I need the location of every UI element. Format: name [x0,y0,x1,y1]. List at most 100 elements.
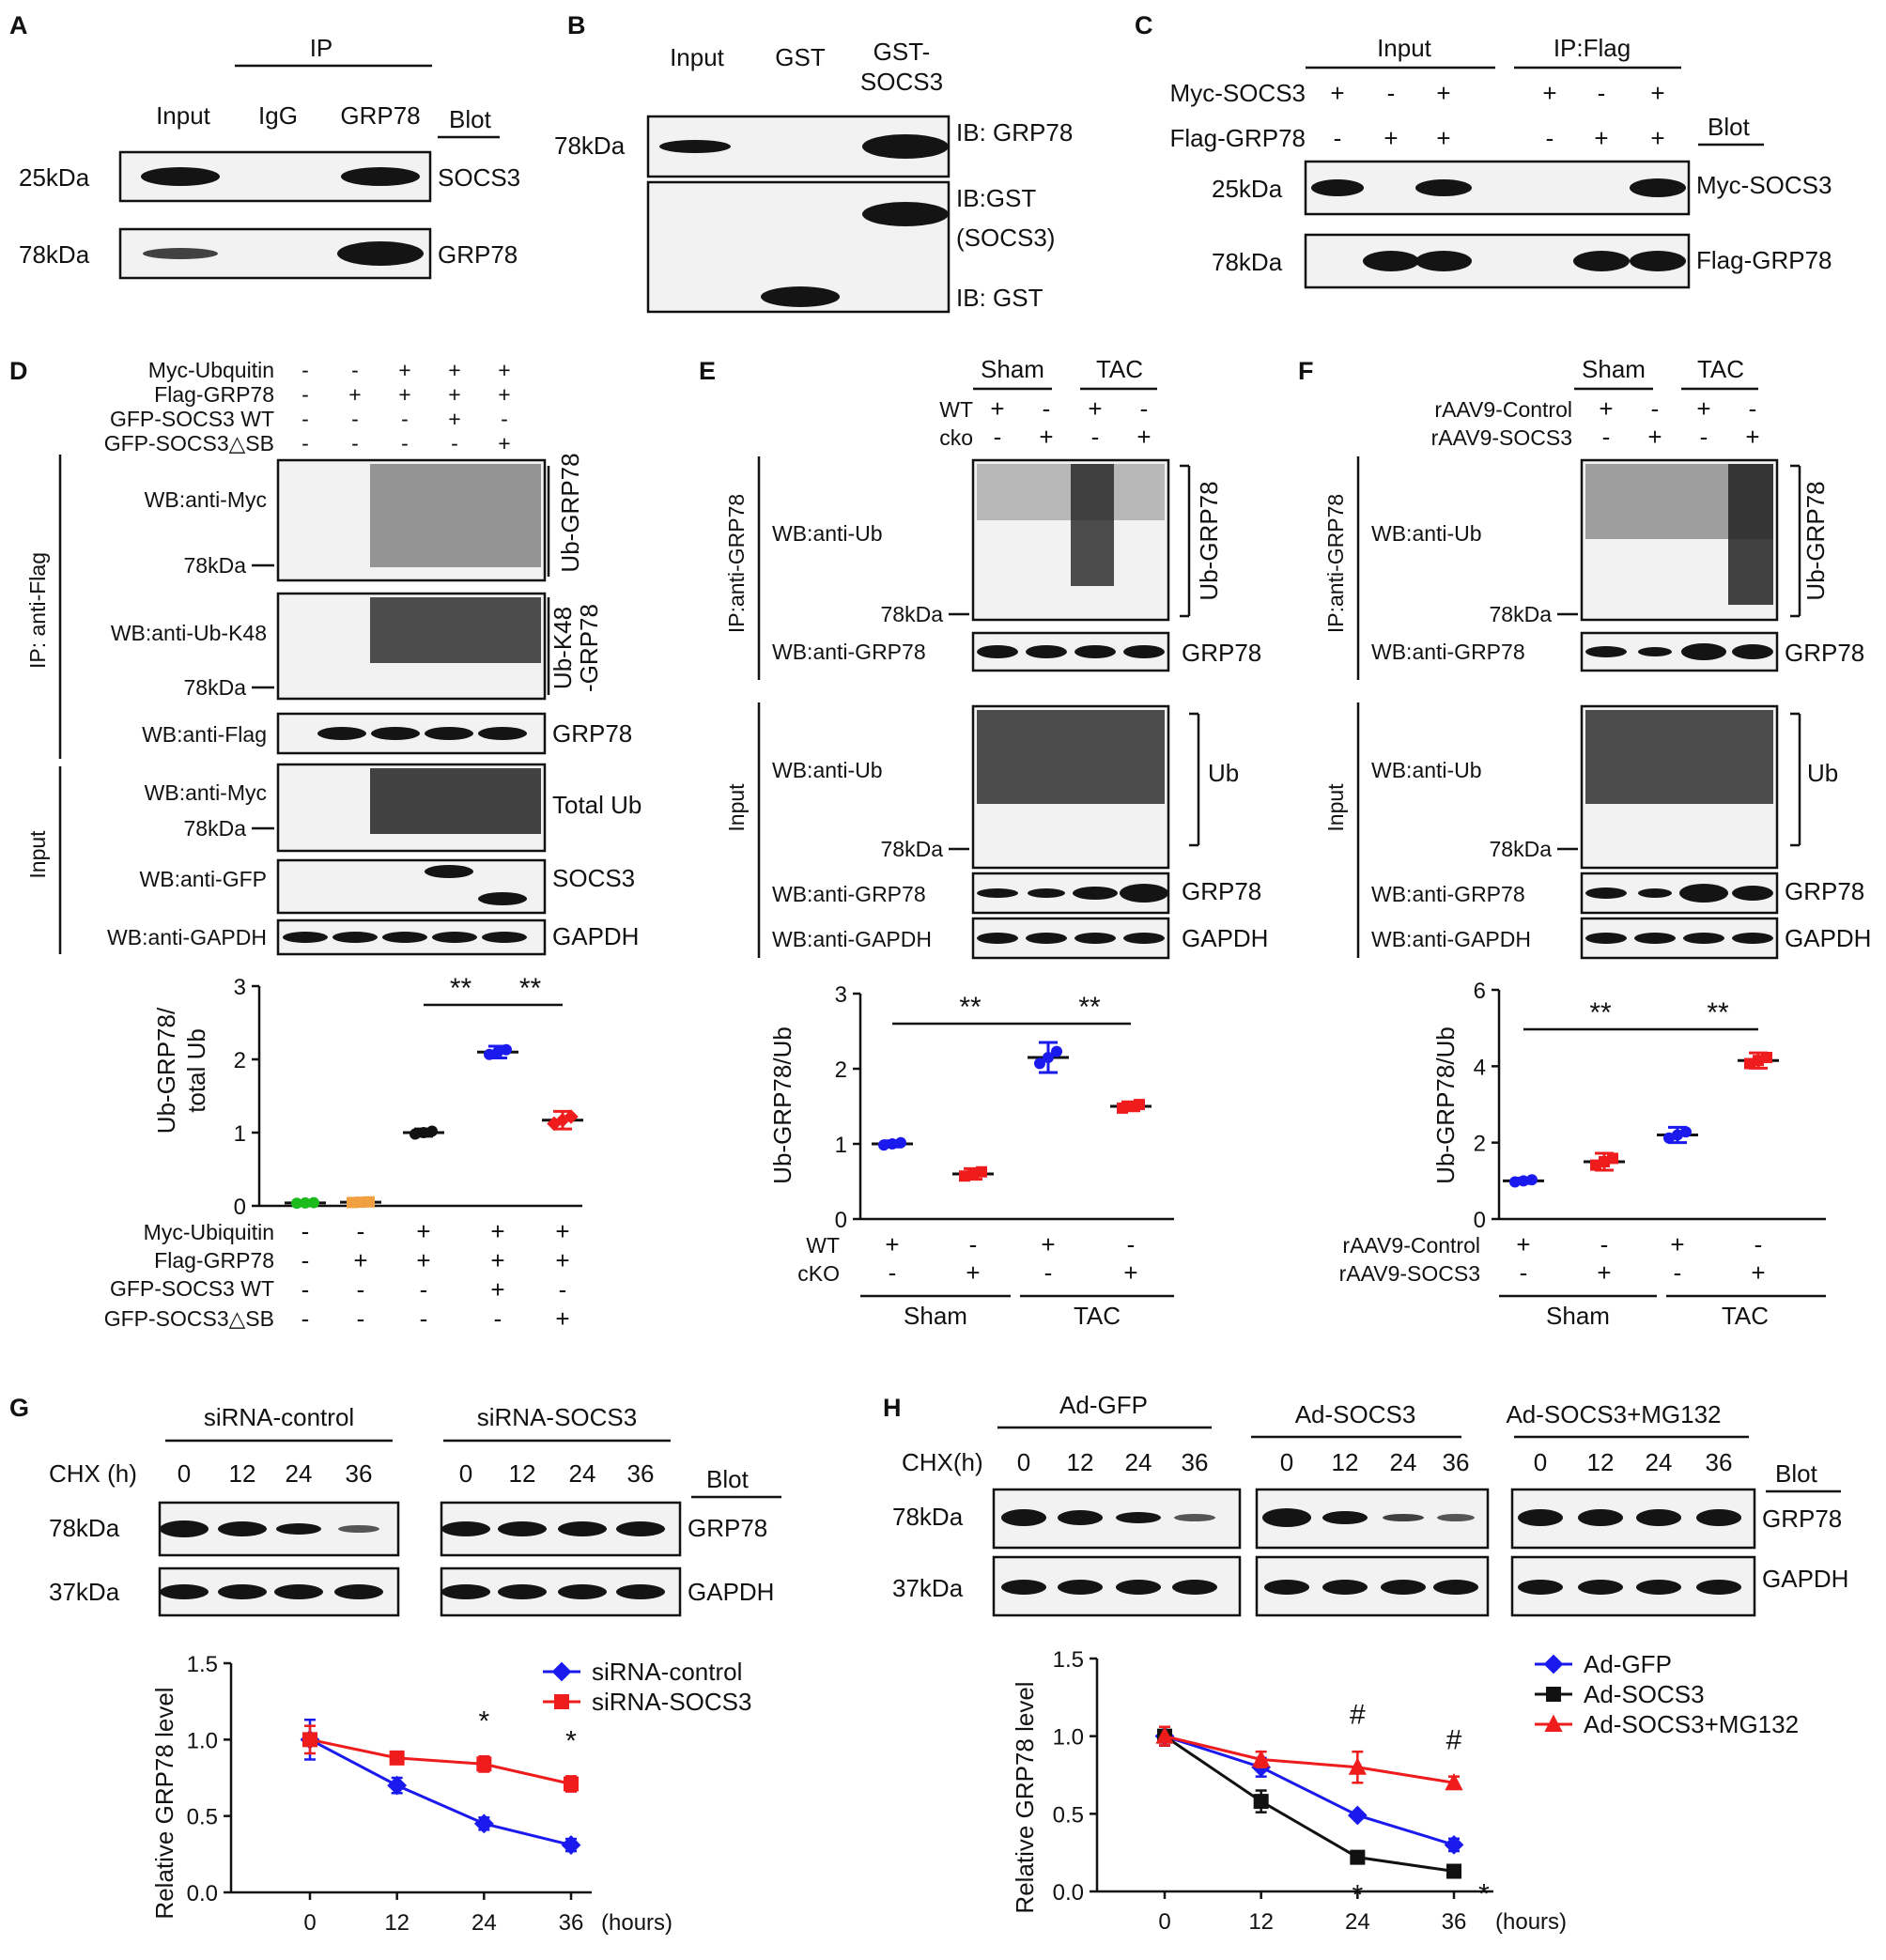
sign-mark: + [1088,394,1102,423]
panel-letter-f: F [1298,357,1314,385]
sign-mark: + [1436,124,1450,152]
sign-mark: + [398,382,410,407]
treat-label: Flag-GRP78 [154,382,274,407]
data-point [1446,1863,1461,1879]
blot-band [862,134,949,159]
blot-band [338,1525,379,1533]
blot-band [1415,179,1472,196]
data-point [1680,1126,1692,1138]
x-row-label: Flag-GRP78 [154,1248,274,1273]
sign-mark: + [1696,394,1710,423]
blot-header: Blot [449,105,492,133]
mw-marker: 78kDa [49,1514,120,1542]
x-group-label: TAC [1074,1302,1121,1330]
y-tick-label: 1.5 [187,1652,218,1677]
sign-mark: - [351,358,359,382]
data-point [1526,1174,1538,1186]
wb-label: WB:anti-Ub [1371,758,1482,782]
blot-band [1415,251,1472,271]
blot-band [659,140,731,153]
blot-band [1573,251,1630,271]
wb-label: WB:anti-Myc [145,780,267,805]
blot-band [1732,933,1773,944]
blot-band [761,286,840,307]
data-point [554,1694,569,1709]
sign-mark: - [1387,79,1396,107]
lane-label: GST- [873,38,931,66]
y-tick-label: 0.0 [187,1881,218,1906]
blot-band [1630,178,1686,197]
x-tick-label: 36 [1442,1909,1467,1935]
target-label: Myc-SOCS3 [1696,171,1832,199]
blot-band [1585,887,1627,899]
x-tick-label: 24 [1345,1909,1370,1935]
time-label: 36 [1706,1448,1733,1476]
blot-header: Blot [706,1465,750,1493]
sign-mark: + [990,394,1004,423]
blot-band [1681,643,1726,660]
sign-mark: - [301,407,309,431]
blot-band [1634,933,1676,944]
time-label: 0 [1017,1448,1030,1476]
sign-mark: + [348,382,361,407]
target-label: SOCS3 [438,163,520,192]
y-tick-label: 1 [234,1121,246,1147]
data-point [1518,1175,1529,1187]
blot-band [382,932,427,943]
wb-label: WB:anti-Flag [142,722,267,747]
y-tick-label: 0.0 [1053,1880,1084,1906]
data-point [1543,1654,1564,1674]
sign-mark: - [301,431,309,455]
time-label: 36 [1443,1448,1470,1476]
row-label: rAAV9-SOCS3 [1431,425,1572,450]
sign-mark: - [351,431,359,455]
panel-letter-b: B [567,11,586,39]
right-label: Ub [1807,759,1838,787]
blot-band [337,241,424,266]
sign-mark: + [1516,1230,1530,1258]
blot-band [1322,1511,1368,1524]
sign-grid: + - + -- + - + [990,394,1151,451]
target-label: Flag-GRP78 [1696,246,1832,274]
panel-h: H Ad-GFP Ad-SOCS3 Ad-SOCS3+MG132 CHX(h) … [883,1391,1848,1935]
wb-label: WB:anti-GAPDH [772,927,932,951]
data-point [887,1138,898,1150]
blot-band [432,932,477,943]
scatter-plot-e: 0 1 2 3 ** ** [835,982,1174,1233]
time-label: 12 [1067,1448,1094,1476]
right-label: Ub [1208,759,1239,787]
sign-mark: + [1751,1258,1765,1287]
sign-mark: + [498,382,510,407]
blot-band [425,727,473,740]
wb-label: WB:anti-Myc [145,487,267,512]
wb-label: WB:anti-GRP78 [1371,882,1525,906]
group-label: Ad-SOCS3+MG132 [1506,1400,1721,1428]
sign-mark: - [401,431,409,455]
row-label: cko [939,425,973,450]
sign-mark: - [351,407,359,431]
y-tick-label: 1.0 [1053,1725,1084,1751]
panel-letter-e: E [699,357,716,385]
blot-band [1074,933,1116,944]
time-labels: 0 12 24 36 0 12 24 36 0 12 24 36 [1017,1448,1733,1476]
sign-mark: + [966,1258,980,1287]
target-label: GAPDH [688,1578,774,1606]
series-line [1164,1735,1455,1784]
blot-band [482,932,527,943]
blot-band [283,932,328,943]
time-label: 24 [1390,1448,1417,1476]
time-label: 12 [509,1459,536,1488]
y-tick-label: 1.0 [187,1728,218,1753]
side-label: Input [724,783,749,832]
data-point [291,1197,302,1210]
y-tick-label: 0.5 [1053,1802,1084,1828]
data-point [1445,1772,1463,1791]
group-label: Input [1377,34,1432,62]
sign-mark: - [1127,1230,1136,1258]
data-point [476,1756,492,1772]
sign-mark: + [1650,124,1664,152]
sign-mark: + [555,1246,569,1274]
sign-mark: - [401,407,409,431]
significance-mark: * [478,1705,489,1736]
lane-label: Input [670,43,725,71]
